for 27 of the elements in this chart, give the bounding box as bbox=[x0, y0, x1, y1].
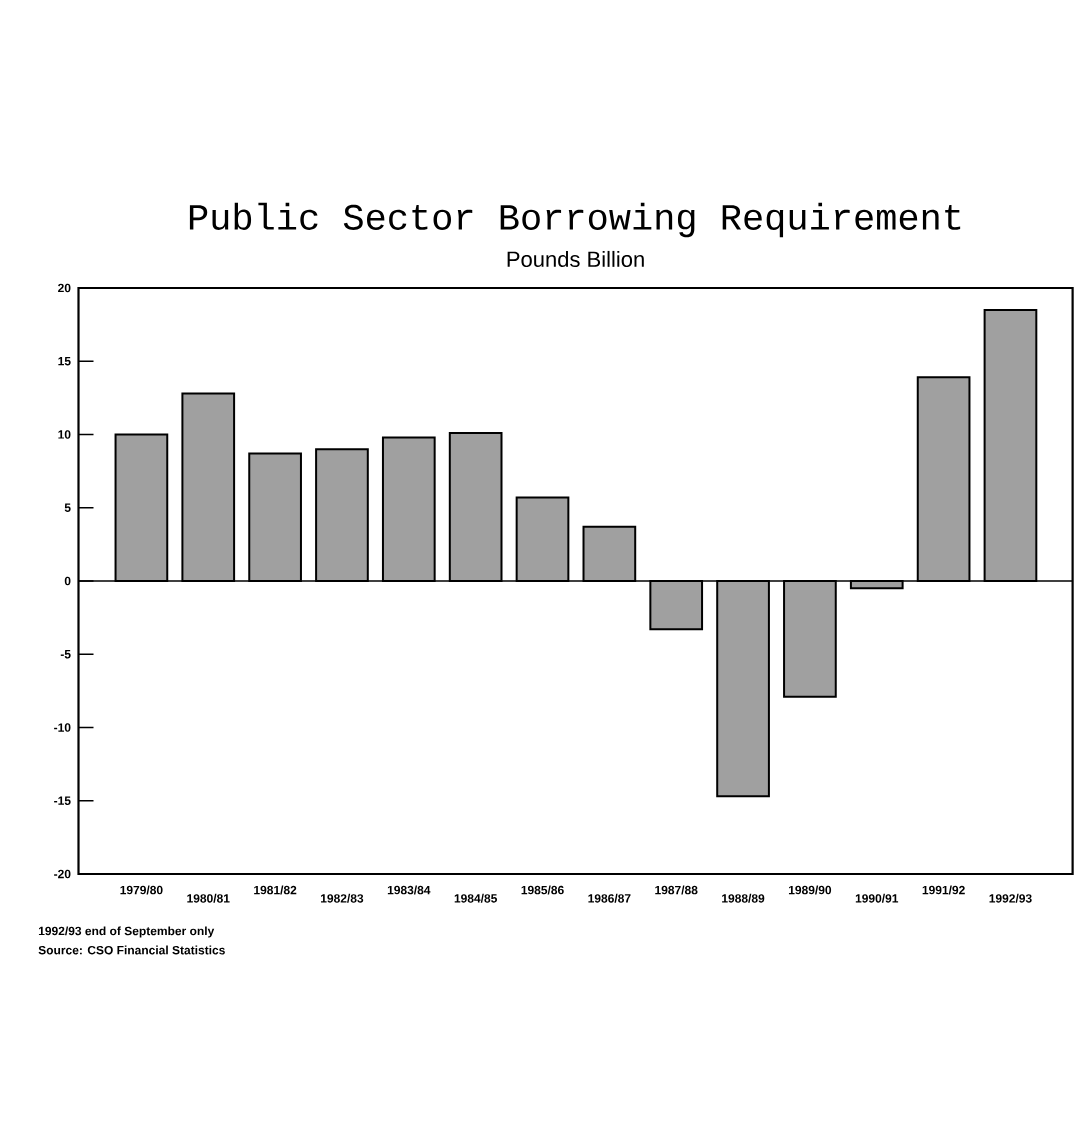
x-tick-label: 1981/82 bbox=[254, 885, 297, 895]
x-tick-label: 1986/87 bbox=[588, 893, 631, 903]
chart-subtitle: Pounds Billion bbox=[507, 250, 644, 268]
chart-title: Public Sector Borrowing Requirement bbox=[189, 202, 961, 238]
y-tick-label: 5 bbox=[64, 503, 71, 512]
source-note: Source: CSO Financial Statistics bbox=[38, 945, 225, 955]
x-tick-label: 1982/83 bbox=[321, 893, 364, 903]
x-tick-label: 1992/93 bbox=[989, 893, 1032, 903]
x-tick-label: 1984/85 bbox=[454, 893, 498, 903]
x-tick-label: 1990/91 bbox=[855, 893, 899, 903]
y-tick-label: 20 bbox=[58, 283, 71, 293]
y-tick-label: 15 bbox=[58, 357, 71, 366]
x-tick-label: 1979/80 bbox=[120, 885, 163, 895]
x-tick-label: 1983/84 bbox=[387, 885, 431, 895]
y-tick-label: 10 bbox=[58, 430, 71, 439]
y-tick-label: -15 bbox=[54, 796, 71, 805]
y-tick-label: -5 bbox=[60, 650, 71, 659]
text: 1992/93 end of September only bbox=[38, 926, 215, 938]
x-tick-label: 1991/92 bbox=[922, 885, 965, 895]
y-tick-label: 0 bbox=[64, 576, 71, 586]
x-tick-label: 1987/88 bbox=[655, 885, 698, 895]
x-tick-label: 1980/81 bbox=[187, 893, 230, 903]
y-tick-label: -20 bbox=[54, 869, 71, 879]
x-tick-label: 1988/89 bbox=[722, 893, 765, 903]
y-tick-label: -10 bbox=[54, 723, 71, 732]
x-tick-label: 1985/86 bbox=[521, 885, 564, 895]
x-tick-label: 1989/90 bbox=[788, 885, 832, 895]
